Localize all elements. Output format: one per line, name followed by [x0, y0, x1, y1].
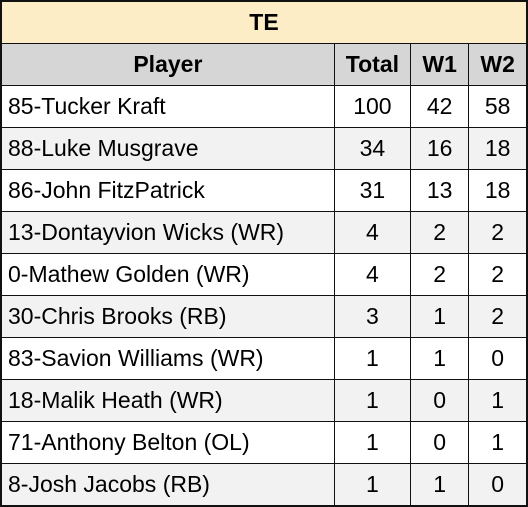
- table-row: 86-John FitzPatrick 31 13 18: [0, 169, 528, 212]
- total-cell: 4: [333, 211, 412, 254]
- w1-cell: 16: [410, 127, 470, 170]
- table-row: 83-Savion Williams (WR) 1 1 0: [0, 337, 528, 380]
- w1-cell: 1: [410, 463, 470, 507]
- w1-cell: 2: [410, 253, 470, 296]
- table-row: 71-Anthony Belton (OL) 1 0 1: [0, 421, 528, 464]
- player-name-cell: 18-Malik Heath (WR): [0, 379, 335, 422]
- w2-cell: 1: [468, 379, 528, 422]
- w2-cell: 18: [468, 169, 528, 212]
- total-cell: 1: [333, 337, 412, 380]
- total-cell: 100: [333, 85, 412, 128]
- player-name-cell: 86-John FitzPatrick: [0, 169, 335, 212]
- w1-cell: 13: [410, 169, 470, 212]
- total-cell: 31: [333, 169, 412, 212]
- column-header-total: Total: [333, 43, 412, 86]
- total-cell: 34: [333, 127, 412, 170]
- player-name-cell: 83-Savion Williams (WR): [0, 337, 335, 380]
- player-name-cell: 71-Anthony Belton (OL): [0, 421, 335, 464]
- player-name-cell: 85-Tucker Kraft: [0, 85, 335, 128]
- column-header-w2: W2: [468, 43, 528, 86]
- total-cell: 1: [333, 463, 412, 507]
- w1-cell: 42: [410, 85, 470, 128]
- table-title: TE: [0, 0, 528, 44]
- player-name-cell: 0-Mathew Golden (WR): [0, 253, 335, 296]
- w2-cell: 0: [468, 337, 528, 380]
- w2-cell: 2: [468, 295, 528, 338]
- table-header-row: Player Total W1 W2: [0, 43, 528, 86]
- w2-cell: 1: [468, 421, 528, 464]
- player-name-cell: 30-Chris Brooks (RB): [0, 295, 335, 338]
- table-row: 18-Malik Heath (WR) 1 0 1: [0, 379, 528, 422]
- column-header-player: Player: [0, 43, 335, 86]
- player-name-cell: 88-Luke Musgrave: [0, 127, 335, 170]
- table-row: 13-Dontayvion Wicks (WR) 4 2 2: [0, 211, 528, 254]
- w2-cell: 58: [468, 85, 528, 128]
- column-header-w1: W1: [410, 43, 470, 86]
- table-title-row: TE: [0, 0, 528, 44]
- table-row: 0-Mathew Golden (WR) 4 2 2: [0, 253, 528, 296]
- table-row: 30-Chris Brooks (RB) 3 1 2: [0, 295, 528, 338]
- w1-cell: 0: [410, 421, 470, 464]
- total-cell: 1: [333, 421, 412, 464]
- player-name-cell: 8-Josh Jacobs (RB): [0, 463, 335, 507]
- total-cell: 3: [333, 295, 412, 338]
- w1-cell: 1: [410, 295, 470, 338]
- table-row: 85-Tucker Kraft 100 42 58: [0, 85, 528, 128]
- w1-cell: 1: [410, 337, 470, 380]
- w2-cell: 0: [468, 463, 528, 507]
- w1-cell: 0: [410, 379, 470, 422]
- table-row: 88-Luke Musgrave 34 16 18: [0, 127, 528, 170]
- player-name-cell: 13-Dontayvion Wicks (WR): [0, 211, 335, 254]
- w2-cell: 2: [468, 253, 528, 296]
- w2-cell: 18: [468, 127, 528, 170]
- table-row: 8-Josh Jacobs (RB) 1 1 0: [0, 463, 528, 507]
- w2-cell: 2: [468, 211, 528, 254]
- total-cell: 1: [333, 379, 412, 422]
- w1-cell: 2: [410, 211, 470, 254]
- total-cell: 4: [333, 253, 412, 296]
